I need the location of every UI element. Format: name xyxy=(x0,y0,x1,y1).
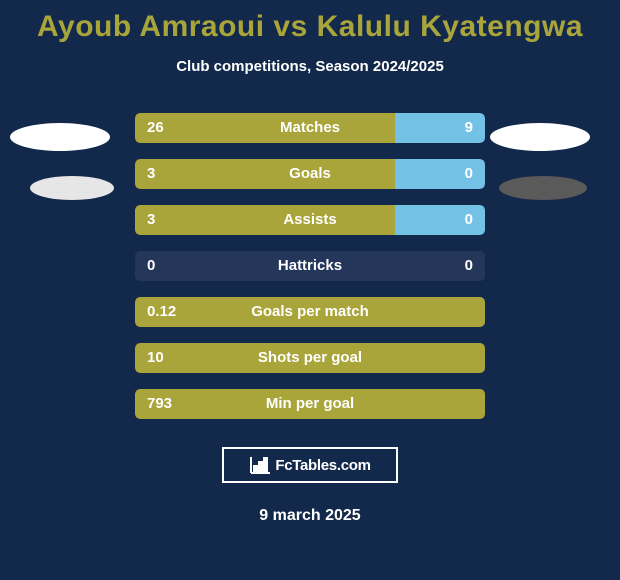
stat-label: Min per goal xyxy=(135,389,485,419)
stat-row: 269Matches xyxy=(135,113,485,143)
page-title: Ayoub Amraoui vs Kalulu Kyatengwa xyxy=(0,0,620,44)
comparison-card: Ayoub Amraoui vs Kalulu Kyatengwa Club c… xyxy=(0,0,620,580)
stat-label: Matches xyxy=(135,113,485,143)
stat-row: 30Assists xyxy=(135,205,485,235)
brand-chart-icon xyxy=(249,456,271,474)
stat-row: 30Goals xyxy=(135,159,485,189)
stat-row: 0.12Goals per match xyxy=(135,297,485,327)
stat-row: 00Hattricks xyxy=(135,251,485,281)
stat-row: 10Shots per goal xyxy=(135,343,485,373)
stats-list: 269Matches 30Goals 30Assists 00Hattricks 0.1… xyxy=(0,113,620,419)
stat-row: 793Min per goal xyxy=(135,389,485,419)
brand-badge[interactable]: FcTables.com xyxy=(222,447,398,483)
stat-label: Goals xyxy=(135,159,485,189)
stat-label: Assists xyxy=(135,205,485,235)
stat-label: Shots per goal xyxy=(135,343,485,373)
stat-label: Hattricks xyxy=(135,251,485,281)
page-subtitle: Club competitions, Season 2024/2025 xyxy=(0,58,620,75)
brand-text: FcTables.com xyxy=(275,457,370,474)
stat-label: Goals per match xyxy=(135,297,485,327)
infographic-date: 9 march 2025 xyxy=(0,507,620,525)
